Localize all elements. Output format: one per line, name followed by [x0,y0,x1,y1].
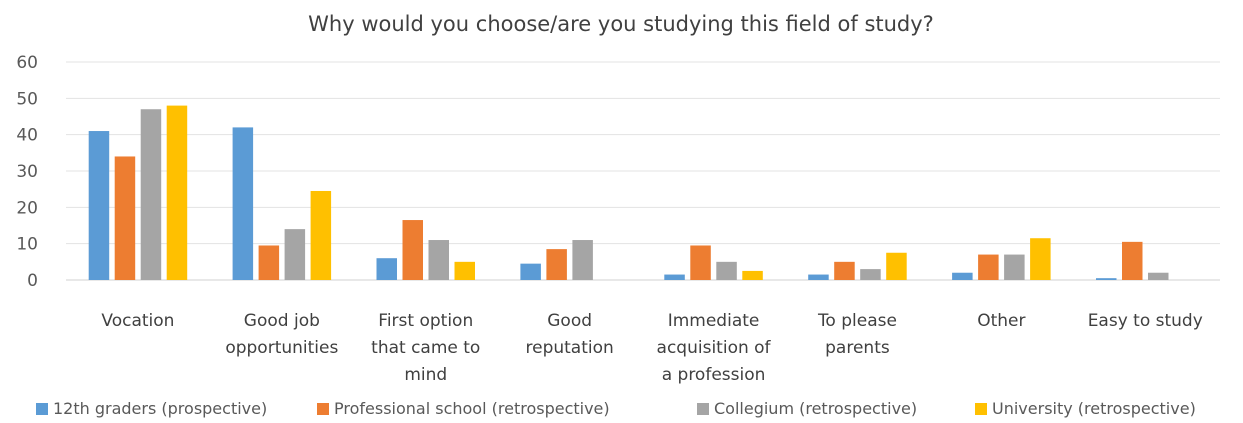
y-tick-label: 40 [16,126,38,146]
category-label-line: To please [817,311,897,331]
bar [140,109,162,280]
bar [952,272,973,280]
bar [232,127,254,281]
bar [1030,238,1051,280]
bar [1096,278,1117,280]
y-tick-label: 60 [16,53,38,73]
category-label-line: First option [378,311,473,331]
bar [1004,254,1025,280]
gridlines [66,61,1220,281]
y-tick-label: 10 [16,235,38,255]
category-label-line: Good job [244,311,320,331]
bar [572,240,593,280]
category-label-line: Good [547,311,592,331]
category-label-line: parents [825,338,890,358]
category-label-line: mind [404,365,447,385]
legend-swatch [975,403,987,415]
bar [376,258,397,280]
bar [808,274,829,280]
bar [402,220,423,280]
bar [742,270,763,280]
category-label: Good reputation [526,311,614,358]
category-label-line: that came to [371,338,480,358]
legend: 12th graders (prospective) Professional s… [36,399,1196,418]
bar [1148,272,1169,280]
bar [860,269,881,280]
legend-swatch [36,403,48,415]
bar [978,254,999,280]
chart-title: Why would you choose/are you studying th… [308,12,934,36]
bar [716,261,737,280]
category-label: To please parents [817,311,897,358]
bar [1122,241,1143,280]
y-tick-label: 20 [16,198,38,218]
bar [886,252,907,280]
category-label: Immediate acquisition of a profession [657,311,772,385]
category-label-line: Other [977,311,1025,331]
category-label-line: reputation [526,338,614,358]
legend-label: Collegium (retrospective) [714,399,917,418]
category-label-line: Vocation [101,311,174,331]
bar [664,274,685,280]
category-label-line: a profession [662,365,766,385]
bars [88,105,1169,281]
category-label-line: opportunities [225,338,338,358]
y-tick-label: 50 [16,89,38,109]
bar [114,156,136,280]
y-axis-ticks: 0 10 20 30 40 50 60 [16,53,38,291]
category-label: Easy to study [1088,311,1203,331]
category-label: Vocation [101,311,174,331]
bar [258,245,280,280]
bar [690,245,711,280]
bar [310,190,332,280]
category-label: First option that came to mind [371,311,480,385]
legend-label: 12th graders (prospective) [53,399,267,418]
bar [520,263,541,280]
legend-swatch [317,403,329,415]
bar [834,261,855,280]
bar [166,105,188,280]
legend-swatch [697,403,709,415]
category-label-line: Easy to study [1088,311,1203,331]
category-label: Good job opportunities [225,311,338,358]
bar [284,229,306,280]
legend-label: University (retrospective) [992,399,1196,418]
bar [546,249,567,280]
category-label-line: acquisition of [657,338,772,358]
category-label-line: Immediate [668,311,760,331]
y-tick-label: 30 [16,162,38,182]
bar [454,261,475,280]
category-labels: Vocation Good job opportunities First optio… [101,311,1202,385]
y-tick-label: 0 [27,271,38,291]
category-label: Other [977,311,1025,331]
legend-label: Professional school (retrospective) [334,399,610,418]
bar [428,240,449,280]
bar [88,131,110,280]
